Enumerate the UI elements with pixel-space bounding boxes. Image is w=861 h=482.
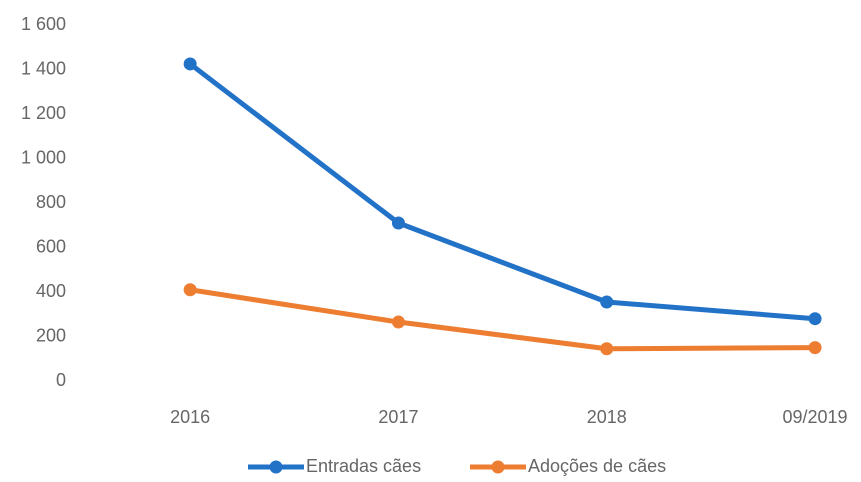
x-tick-label: 09/2019 bbox=[783, 407, 848, 427]
x-tick-label: 2018 bbox=[587, 407, 627, 427]
point bbox=[391, 315, 405, 329]
y-tick-label: 1 000 bbox=[21, 147, 66, 167]
y-tick-label: 200 bbox=[36, 325, 66, 345]
point bbox=[183, 57, 197, 71]
x-tick-label: 2017 bbox=[378, 407, 418, 427]
point bbox=[600, 295, 614, 309]
point bbox=[808, 341, 822, 355]
point bbox=[391, 216, 405, 230]
point bbox=[183, 283, 197, 297]
series-line bbox=[189, 287, 816, 352]
y-tick-label: 800 bbox=[36, 192, 66, 212]
y-tick-label: 400 bbox=[36, 281, 66, 301]
series-line bbox=[188, 61, 816, 322]
x-tick-label: 2016 bbox=[170, 407, 210, 427]
y-tick-label: 0 bbox=[56, 370, 66, 390]
y-tick-label: 1 200 bbox=[21, 103, 66, 123]
y-tick-label: 1 600 bbox=[21, 14, 66, 34]
y-tick-label: 1 400 bbox=[21, 58, 66, 78]
y-tick-label: 600 bbox=[36, 236, 66, 256]
legend-marker bbox=[269, 460, 283, 474]
legend-label: Entradas cães bbox=[306, 456, 421, 476]
point bbox=[600, 342, 614, 356]
legend-marker bbox=[491, 460, 505, 474]
point bbox=[808, 312, 822, 326]
legend-label: Adoções de cães bbox=[528, 456, 666, 476]
